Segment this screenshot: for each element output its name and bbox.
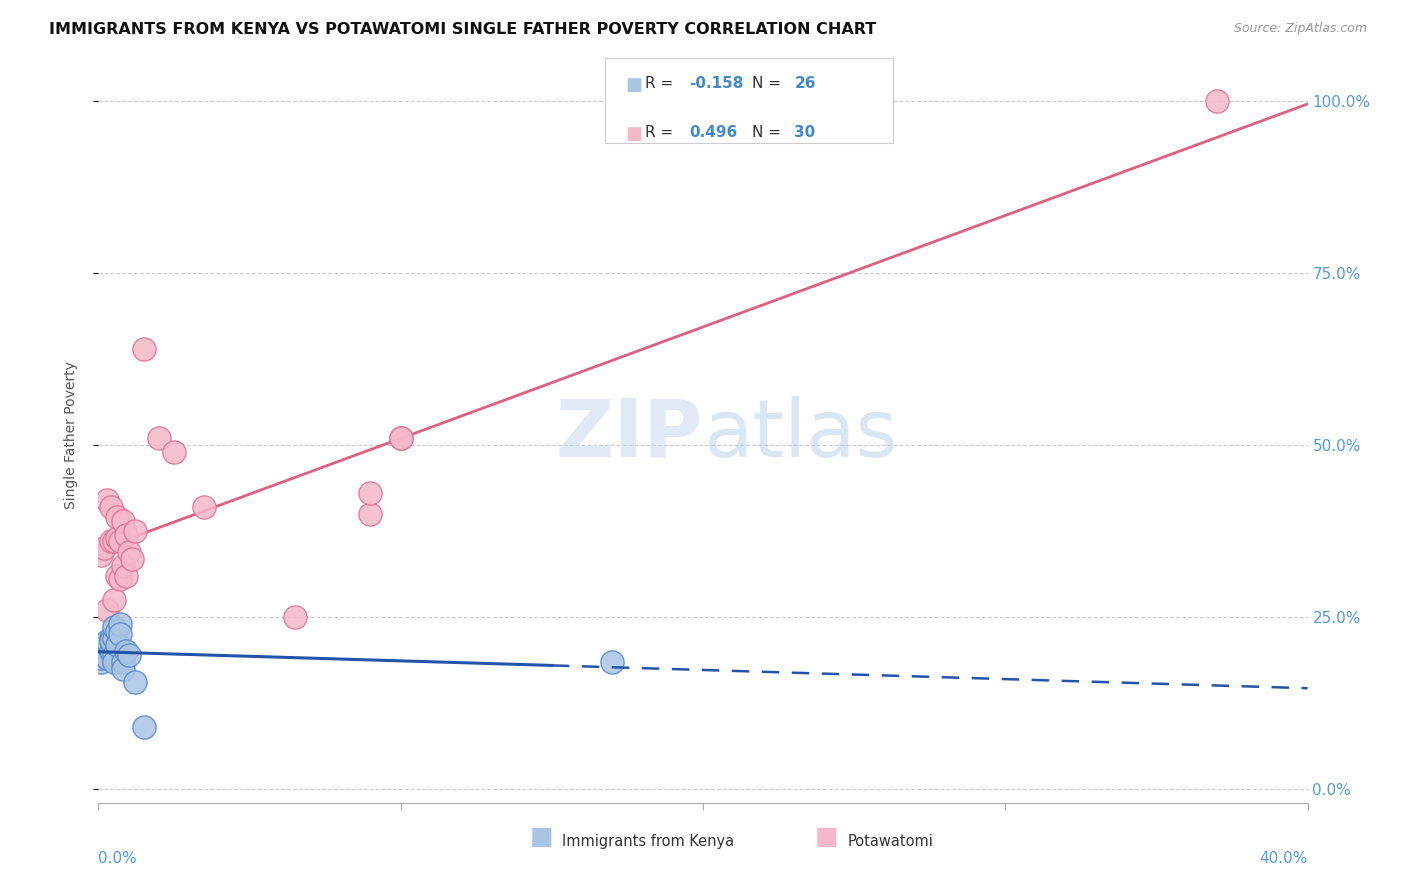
Point	[108, 572, 131, 586]
Text: -0.158: -0.158	[689, 76, 744, 91]
Text: atlas: atlas	[703, 396, 897, 474]
Point	[389, 431, 412, 445]
Point	[93, 541, 115, 556]
Point	[96, 638, 118, 652]
Point	[103, 534, 125, 549]
Text: ZIP: ZIP	[555, 396, 703, 474]
Text: 30: 30	[794, 125, 815, 140]
Point	[111, 655, 134, 669]
Point	[193, 500, 215, 514]
Point	[108, 534, 131, 549]
Point	[93, 644, 115, 658]
Point	[90, 655, 112, 669]
Point	[111, 662, 134, 676]
Point	[121, 551, 143, 566]
Point	[90, 548, 112, 562]
Text: Immigrants from Kenya: Immigrants from Kenya	[562, 834, 734, 849]
Point	[103, 655, 125, 669]
Text: ■: ■	[815, 825, 838, 849]
Text: Potawatomi: Potawatomi	[848, 834, 934, 849]
Point	[103, 620, 125, 634]
Point	[163, 445, 186, 459]
Text: ■: ■	[626, 76, 643, 94]
Point	[96, 634, 118, 648]
Point	[105, 510, 128, 524]
Point	[108, 617, 131, 632]
Point	[284, 610, 307, 624]
Point	[96, 651, 118, 665]
Point	[96, 493, 118, 508]
Text: 40.0%: 40.0%	[1260, 851, 1308, 865]
Point	[105, 569, 128, 583]
Point	[100, 634, 122, 648]
Point	[105, 531, 128, 545]
Point	[118, 545, 141, 559]
Point	[90, 651, 112, 665]
Point	[100, 500, 122, 514]
Point	[93, 648, 115, 662]
Point	[103, 648, 125, 662]
Point	[103, 593, 125, 607]
Text: 0.0%: 0.0%	[98, 851, 138, 865]
Text: 0.496: 0.496	[689, 125, 737, 140]
Point	[124, 524, 146, 538]
Text: Source: ZipAtlas.com: Source: ZipAtlas.com	[1233, 22, 1367, 36]
Point	[1206, 95, 1229, 109]
Y-axis label: Single Father Poverty: Single Father Poverty	[63, 361, 77, 508]
Point	[105, 624, 128, 638]
Point	[93, 641, 115, 656]
Point	[148, 431, 170, 445]
Point	[602, 655, 624, 669]
Point	[360, 507, 382, 521]
Point	[124, 675, 146, 690]
Point	[103, 631, 125, 645]
Text: ■: ■	[626, 125, 643, 143]
Text: IMMIGRANTS FROM KENYA VS POTAWATOMI SINGLE FATHER POVERTY CORRELATION CHART: IMMIGRANTS FROM KENYA VS POTAWATOMI SING…	[49, 22, 876, 37]
Point	[132, 342, 155, 356]
Point	[100, 534, 122, 549]
Point	[100, 631, 122, 645]
Text: ■: ■	[530, 825, 553, 849]
Point	[114, 569, 136, 583]
Text: R =: R =	[645, 125, 679, 140]
Text: N =: N =	[752, 76, 786, 91]
Text: N =: N =	[752, 125, 786, 140]
Point	[108, 627, 131, 641]
Point	[114, 527, 136, 541]
Point	[118, 648, 141, 662]
Text: 26: 26	[794, 76, 815, 91]
Point	[105, 638, 128, 652]
Point	[111, 514, 134, 528]
Point	[111, 558, 134, 573]
Point	[132, 720, 155, 734]
Point	[114, 644, 136, 658]
Point	[96, 603, 118, 617]
Text: R =: R =	[645, 76, 679, 91]
Point	[389, 431, 412, 445]
Point	[360, 486, 382, 500]
Point	[100, 644, 122, 658]
